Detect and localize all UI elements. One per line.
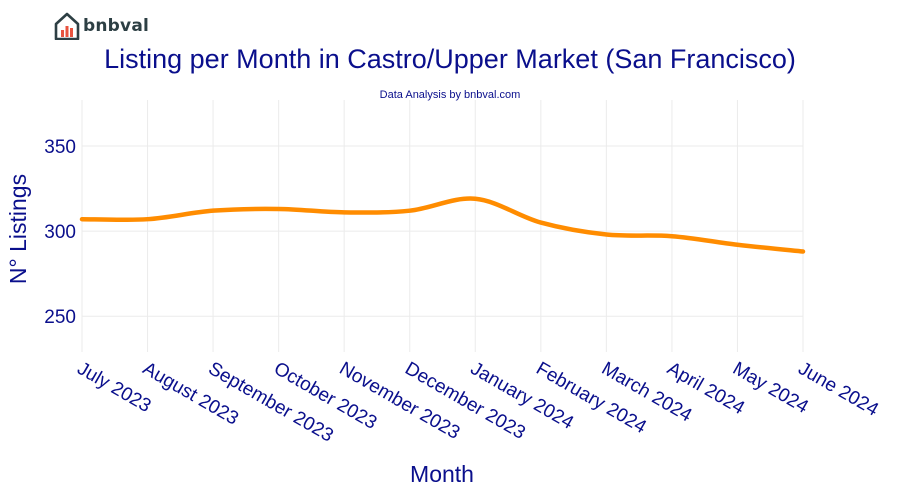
y-axis-label: N° Listings [5,174,31,284]
x-tick-label: February 2024 [532,358,650,438]
brand-logo: bnbval [54,12,149,40]
data-point [277,207,281,211]
house-chart-icon [54,12,80,40]
data-point [735,243,739,247]
data-point [342,210,346,214]
data-point [670,234,674,238]
data-point [604,233,608,237]
brand-name: bnbval [83,16,150,36]
x-tick-label: June 2024 [795,358,883,421]
data-point [211,209,215,213]
data-point [801,250,805,254]
data-point [146,217,150,221]
data-point [539,221,543,225]
x-tick-label: July 2023 [74,358,155,417]
chart-subtitle: Data Analysis by bnbval.com [379,89,521,101]
series-line [79,196,806,254]
y-tick-label: 350 [44,137,76,158]
data-point [408,209,412,213]
y-tick-label: 300 [44,222,76,243]
grid-layer [81,100,804,352]
chart-title: Listing per Month in Castro/Upper Market… [104,44,796,74]
data-point [80,217,84,221]
x-axis-label: Month [410,461,474,487]
y-tick-label: 250 [44,307,76,328]
data-point [473,197,477,201]
line-layer [79,196,806,254]
